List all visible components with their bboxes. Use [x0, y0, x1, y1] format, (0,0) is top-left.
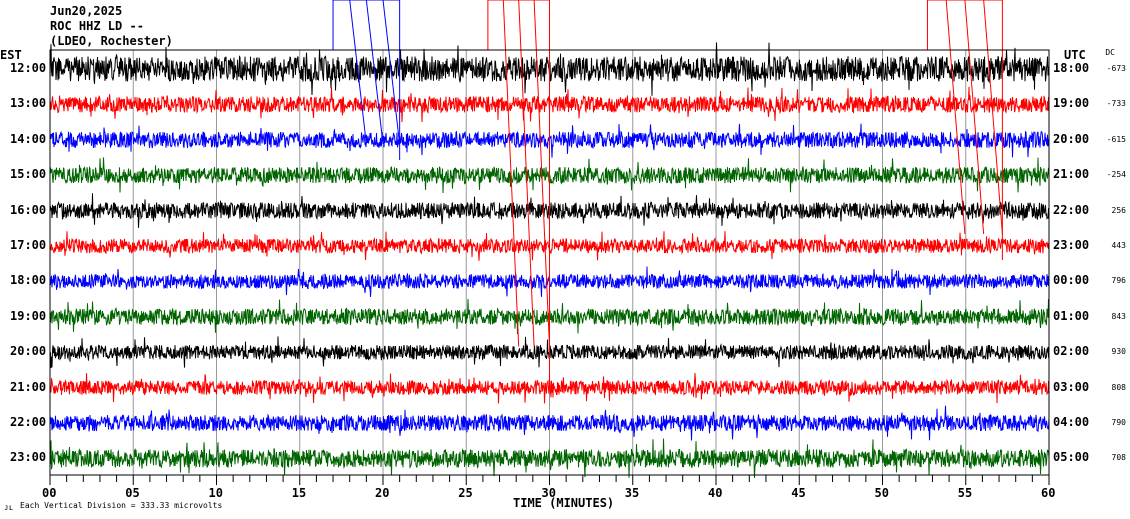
est-hour-label: 14:00 — [10, 131, 47, 146]
trace-row-23:00 — [49, 438, 1050, 479]
x-tick-label: 60 — [1041, 486, 1056, 500]
dc-offset-value: 256 — [1111, 205, 1126, 215]
event-marker — [332, 0, 401, 160]
station-label: ROC HHZ LD -- — [50, 19, 144, 33]
x-tick-label: 45 — [791, 486, 806, 500]
right-zone-label: UTC — [1064, 48, 1086, 62]
utc-hour-label: 00:00 — [1053, 273, 1090, 288]
event-marker — [487, 0, 550, 385]
dc-offset-value: 443 — [1111, 241, 1126, 250]
date-label: Jun20,2025 — [50, 4, 123, 18]
dc-offset-value: 708 — [1111, 453, 1126, 463]
utc-hour-label: 03:00 — [1053, 379, 1090, 394]
utc-hour-label: 05:00 — [1053, 450, 1090, 465]
est-hour-label: 16:00 — [10, 202, 47, 217]
utc-hour-label: 19:00 — [1053, 96, 1090, 111]
utc-hour-label: 22:00 — [1053, 202, 1090, 217]
utc-hour-label: 20:00 — [1053, 131, 1090, 146]
scale-text: Each Vertical Division = 333.33 microvol… — [20, 501, 223, 510]
x-tick-label: 30 — [541, 486, 556, 500]
utc-hour-label: 23:00 — [1053, 238, 1090, 252]
dc-header: DC — [1105, 48, 1115, 57]
corner-mark: ᴊʟ — [4, 503, 14, 512]
est-hour-label: 20:00 — [10, 344, 47, 359]
x-tick-label: 50 — [874, 486, 889, 500]
event-marker-line — [518, 0, 535, 347]
utc-hour-label: 01:00 — [1053, 308, 1090, 323]
est-hour-label: 22:00 — [10, 415, 47, 429]
est-hour-label: 21:00 — [10, 379, 47, 394]
event-marker-line — [533, 0, 550, 347]
event-marker — [926, 0, 1003, 260]
event-marker-line — [382, 0, 401, 145]
x-tick-label: 20 — [375, 486, 390, 500]
utc-hour-label: 18:00 — [1053, 61, 1090, 75]
x-tick-label: 40 — [708, 486, 723, 500]
dc-offset-value: -673 — [1106, 64, 1126, 73]
event-marker-line — [365, 0, 384, 145]
event-marker-line — [964, 0, 985, 235]
dc-offset-value: -254 — [1106, 170, 1126, 180]
dc-offset-value: 843 — [1111, 311, 1126, 321]
est-hour-label: 23:00 — [10, 450, 47, 465]
x-tick-label: 35 — [624, 486, 640, 500]
dc-offset-value: 796 — [1111, 276, 1126, 286]
utc-hour-label: 21:00 — [1053, 167, 1090, 182]
event-marker-line — [349, 0, 367, 145]
x-axis-title: TIME (MINUTES) — [513, 496, 615, 510]
event-marker-line — [502, 0, 520, 347]
x-tick-label: 15 — [291, 486, 307, 500]
est-hour-label: 15:00 — [10, 167, 47, 182]
event-marker-line — [945, 0, 966, 235]
est-hour-label: 19:00 — [10, 308, 47, 323]
est-hour-label: 18:00 — [10, 273, 47, 288]
x-tick-label: 10 — [208, 486, 223, 500]
event-marker-line — [983, 0, 1003, 235]
dc-offset-value: -615 — [1106, 134, 1126, 144]
dc-offset-value: -733 — [1106, 99, 1126, 109]
dc-offset-value: 790 — [1111, 418, 1126, 427]
x-tick-label: 25 — [458, 486, 473, 500]
est-hour-label: 12:00 — [10, 61, 47, 75]
utc-hour-label: 04:00 — [1053, 415, 1090, 429]
utc-hour-label: 02:00 — [1053, 344, 1090, 359]
left-zone-label: EST — [0, 48, 22, 62]
x-tick-label: 05 — [125, 486, 140, 500]
network-label: (LDEO, Rochester) — [50, 34, 173, 48]
est-hour-label: 17:00 — [10, 238, 47, 252]
est-hour-label: 13:00 — [10, 96, 47, 111]
x-tick-label: 55 — [957, 486, 973, 500]
x-tick-label: 00 — [42, 486, 57, 500]
dc-offset-value: 808 — [1111, 382, 1126, 392]
dc-offset-value: 930 — [1111, 347, 1126, 357]
trace-row-22:00 — [49, 405, 1050, 441]
